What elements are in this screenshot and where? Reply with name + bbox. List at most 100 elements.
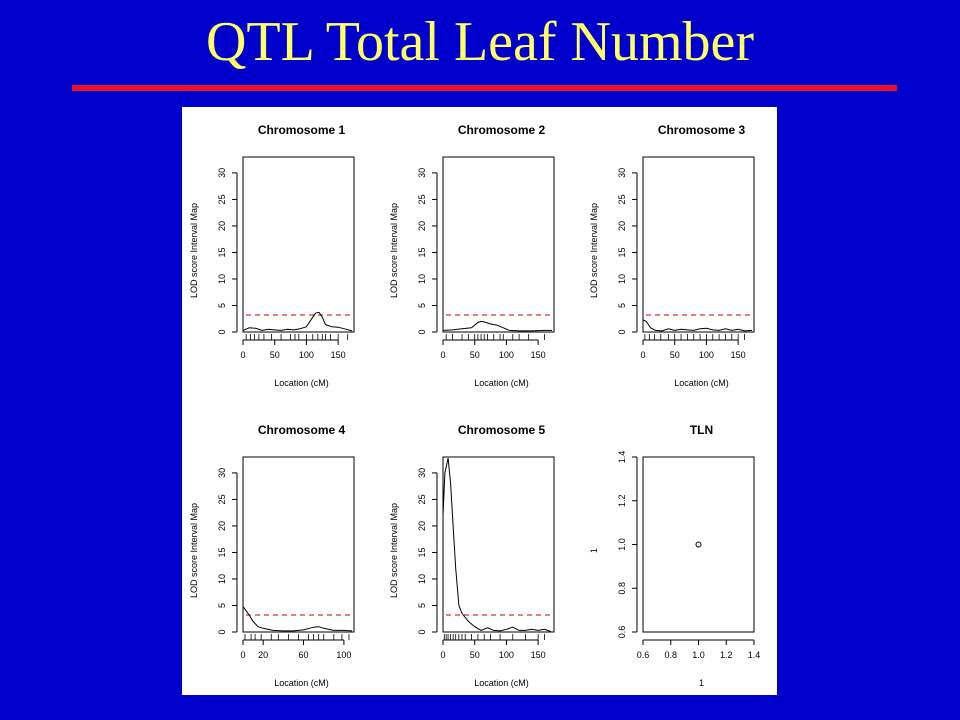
lod-curve: [642, 319, 753, 332]
x-tick-label: 20: [258, 650, 268, 660]
x-tick-label: 1.0: [692, 650, 705, 660]
x-tick-label: 150: [531, 650, 546, 660]
x-tick-label: 100: [499, 650, 514, 660]
panel-1: Chromosome 1 Location (cM) LOD score Inter…: [189, 123, 355, 388]
panel-title: Chromosome 3: [658, 123, 746, 137]
y-tick-label: 0: [417, 329, 427, 334]
y-tick-label: 0: [617, 329, 627, 334]
y-tick-label: 15: [417, 547, 427, 557]
lod-curve: [242, 606, 353, 632]
y-tick-label: 10: [417, 574, 427, 584]
y-axis-label: LOD score Interval Map: [389, 203, 399, 298]
x-tick-label: 1.4: [748, 650, 761, 660]
y-tick-label: 0: [217, 629, 227, 634]
panel-title: Chromosome 4: [258, 423, 346, 437]
x-axis-label: Location (cM): [274, 678, 329, 688]
x-tick-label: 0: [440, 350, 445, 360]
y-tick-label: 20: [217, 521, 227, 531]
x-tick-label: 100: [699, 350, 714, 360]
x-tick-label: 0: [640, 350, 645, 360]
plot-box: [642, 156, 755, 333]
y-axis-label: LOD score Interval Map: [189, 203, 199, 298]
y-tick-label: 10: [217, 574, 227, 584]
lod-curve: [442, 320, 553, 332]
y-tick-label: 25: [417, 494, 427, 504]
x-tick-label: 100: [299, 350, 314, 360]
panel-title: TLN: [690, 423, 713, 437]
x-tick-label: 50: [670, 350, 680, 360]
y-tick-label: 0: [217, 329, 227, 334]
x-tick-label: 150: [331, 350, 346, 360]
y-tick-label: 1.2: [617, 494, 627, 507]
y-tick-label: 0: [417, 629, 427, 634]
y-tick-label: 0.8: [617, 582, 627, 595]
x-tick-label: 0.6: [637, 650, 650, 660]
data-point: [695, 541, 702, 548]
y-tick-label: 5: [217, 303, 227, 308]
x-axis-label: Location (cM): [274, 378, 329, 388]
y-tick-label: 25: [417, 194, 427, 204]
y-tick-label: 10: [617, 274, 627, 284]
x-tick-label: 1.2: [720, 650, 733, 660]
y-tick-label: 20: [617, 221, 627, 231]
y-tick-label: 1.4: [617, 451, 627, 464]
x-axis-label: 1: [699, 678, 704, 688]
y-tick-label: 30: [417, 168, 427, 178]
panel-title: Chromosome 2: [458, 123, 546, 137]
qtl-figure: Chromosome 1 Location (cM) LOD score Inter…: [189, 123, 760, 688]
y-tick-label: 5: [617, 303, 627, 308]
y-tick-label: 15: [217, 247, 227, 257]
x-tick-label: 100: [336, 650, 351, 660]
x-tick-label: 50: [470, 650, 480, 660]
lod-curve: [242, 311, 353, 332]
x-tick-label: 150: [531, 350, 546, 360]
x-tick-label: 100: [499, 350, 514, 360]
y-tick-label: 5: [417, 303, 427, 308]
panel-title: Chromosome 1: [258, 123, 346, 137]
x-tick-label: 50: [270, 350, 280, 360]
plot-box: [442, 456, 555, 633]
panel-4: Chromosome 4 Location (cM) LOD score Inter…: [189, 423, 355, 688]
x-axis-label: Location (cM): [474, 378, 529, 388]
panel-6: TLN 1 1 0.6 0.8 1.0 1.2 1.4 0.6 0.8 1.0 1.2 1.4: [589, 423, 760, 688]
y-tick-label: 20: [217, 221, 227, 231]
x-tick-label: 0: [240, 350, 245, 360]
y-axis-label: LOD score Interval Map: [189, 503, 199, 598]
plot-box: [242, 156, 355, 333]
y-tick-label: 20: [417, 521, 427, 531]
plot-box: [442, 156, 555, 333]
x-tick-label: 0: [440, 650, 445, 660]
y-tick-label: 5: [217, 603, 227, 608]
y-tick-label: 25: [217, 194, 227, 204]
x-tick-label: 0.8: [664, 650, 677, 660]
y-tick-label: 0.6: [617, 626, 627, 639]
y-tick-label: 30: [417, 468, 427, 478]
y-axis-label: LOD score Interval Map: [389, 503, 399, 598]
y-axis-label: 1: [589, 548, 599, 553]
x-axis-label: Location (cM): [674, 378, 729, 388]
plot-box: [642, 456, 755, 633]
lod-curve: [442, 457, 551, 632]
y-tick-label: 30: [617, 168, 627, 178]
y-tick-label: 30: [217, 468, 227, 478]
plot-box: [242, 456, 355, 633]
y-tick-label: 20: [417, 221, 427, 231]
y-tick-label: 10: [417, 274, 427, 284]
y-tick-label: 15: [417, 247, 427, 257]
y-axis-label: LOD score Interval Map: [589, 203, 599, 298]
x-tick-label: 50: [470, 350, 480, 360]
slide-title: QTL Total Leaf Number: [205, 11, 755, 73]
y-tick-label: 15: [617, 247, 627, 257]
y-tick-label: 10: [217, 274, 227, 284]
y-tick-label: 25: [217, 494, 227, 504]
figure-panel: Chromosome 1 Location (cM) LOD score Inter…: [182, 107, 777, 695]
panel-2: Chromosome 2 Location (cM) LOD score Inter…: [389, 123, 555, 388]
panel-3: Chromosome 3 Location (cM) LOD score Inter…: [589, 123, 755, 388]
x-tick-label: 60: [299, 650, 309, 660]
y-tick-label: 30: [217, 168, 227, 178]
panel-title: Chromosome 5: [458, 423, 546, 437]
x-tick-label: 0: [240, 650, 245, 660]
y-tick-label: 1.0: [617, 538, 627, 551]
y-tick-label: 25: [617, 194, 627, 204]
panel-5: Chromosome 5 Location (cM) LOD score Inter…: [389, 423, 555, 688]
